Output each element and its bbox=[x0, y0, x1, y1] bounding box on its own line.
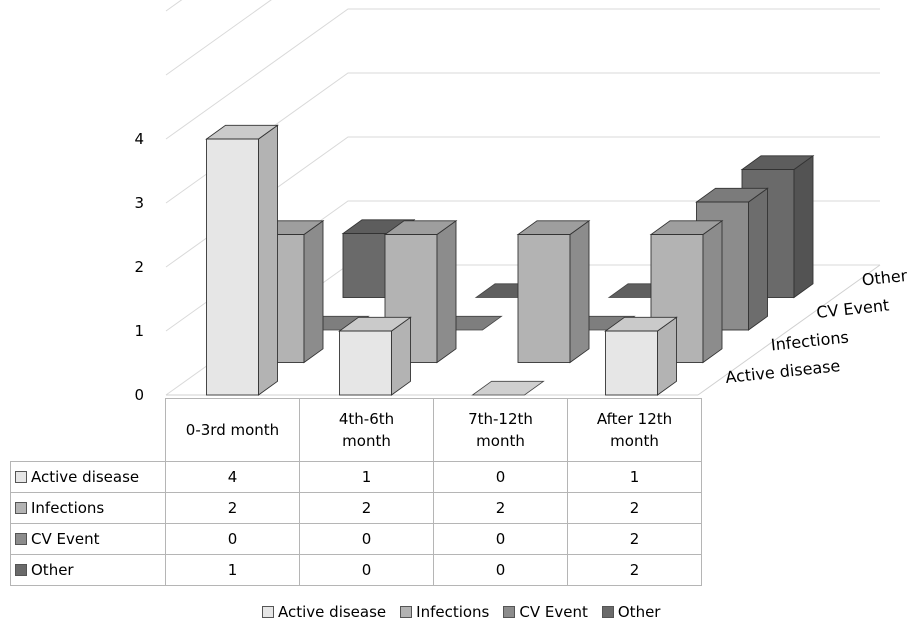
table-corner bbox=[11, 399, 166, 462]
table-cell-value: 2 bbox=[165, 492, 300, 524]
table-cell-value: 0 bbox=[433, 554, 568, 586]
table-cell-value: 2 bbox=[567, 523, 702, 555]
table-row-header: Active disease bbox=[10, 461, 166, 493]
table-cell-value: 0 bbox=[299, 554, 434, 586]
table-cell-value: 0 bbox=[299, 523, 434, 555]
bar bbox=[604, 316, 678, 396]
table-column-header: 7th-12th month bbox=[433, 398, 568, 462]
table-cell-value: 1 bbox=[567, 461, 702, 493]
table-cell-value: 0 bbox=[433, 523, 568, 555]
x-category-label: month bbox=[476, 432, 525, 450]
x-category-label: month bbox=[610, 432, 659, 450]
table-cell-value: 2 bbox=[433, 492, 568, 524]
legend-item: Other bbox=[601, 603, 661, 621]
table-cell-value: 2 bbox=[567, 554, 702, 586]
x-category-label: month bbox=[342, 432, 391, 450]
legend-swatch bbox=[601, 606, 614, 618]
depth-axis-label: Other bbox=[861, 266, 909, 290]
y-tick-label: 3 bbox=[134, 194, 144, 212]
x-category-label: After 12th bbox=[596, 410, 673, 428]
table-row-header: CV Event bbox=[10, 523, 166, 555]
table-cell-value: 0 bbox=[165, 523, 300, 555]
y-tick-label: 0 bbox=[134, 386, 144, 404]
depth-axis-label: Active disease bbox=[724, 356, 841, 387]
table-column-header: 0-3rd month bbox=[165, 398, 300, 462]
bar bbox=[205, 124, 279, 396]
table-column-header: 4th-6th month bbox=[299, 398, 434, 462]
data-table: 0-3rd month 4th-6th month 7th-12th month Afte… bbox=[10, 398, 702, 586]
bar bbox=[516, 219, 591, 364]
table-cell-value: 2 bbox=[567, 492, 702, 524]
table-row-header: Infections bbox=[10, 492, 166, 524]
bar bbox=[695, 187, 769, 331]
legend-swatch bbox=[503, 606, 516, 618]
legend-label: Infections bbox=[416, 603, 490, 621]
legend-item: CV Event bbox=[503, 603, 588, 621]
table-row-header: Other bbox=[10, 554, 166, 586]
series-name: CV Event bbox=[31, 530, 100, 548]
legend-label: Active disease bbox=[278, 603, 387, 621]
y-tick-label: 2 bbox=[134, 258, 144, 276]
table-row: Active disease 4 1 0 1 bbox=[10, 461, 702, 493]
floor-right-edge bbox=[697, 264, 881, 396]
y-axis-ticks: 0 1 2 3 4 bbox=[134, 130, 144, 404]
series-swatch bbox=[15, 471, 27, 483]
x-category-label: 0-3rd month bbox=[185, 421, 280, 439]
series-swatch bbox=[15, 533, 27, 545]
legend-swatch bbox=[400, 606, 413, 618]
table-row: Infections 2 2 2 2 bbox=[10, 492, 702, 524]
table-cell-value: 1 bbox=[299, 461, 434, 493]
y-tick-label: 4 bbox=[134, 130, 144, 148]
series-swatch bbox=[15, 564, 27, 576]
legend-label: CV Event bbox=[519, 603, 588, 621]
table-cell-value: 0 bbox=[433, 461, 568, 493]
bar bbox=[471, 380, 545, 396]
legend-label: Other bbox=[617, 603, 661, 621]
bar bbox=[338, 316, 412, 396]
table-cell-value: 4 bbox=[165, 461, 300, 493]
series-swatch bbox=[15, 502, 27, 514]
legend-item: Infections bbox=[400, 603, 489, 621]
table-cell-value: 1 bbox=[165, 554, 300, 586]
table-cell-value: 2 bbox=[299, 492, 434, 524]
table-row: CV Event 0 0 0 2 bbox=[10, 523, 702, 555]
depth-axis-label: CV Event bbox=[815, 295, 890, 322]
table-row: Other 1 0 0 2 bbox=[10, 554, 702, 586]
x-category-label: 7th-12th bbox=[468, 410, 533, 428]
legend-item: Active disease bbox=[262, 603, 386, 621]
series-name: Infections bbox=[31, 499, 105, 517]
bars bbox=[205, 124, 815, 396]
legend-swatch bbox=[262, 606, 274, 618]
table-column-header: After 12th month bbox=[567, 398, 702, 462]
series-name: Other bbox=[31, 561, 74, 579]
depth-axis-label: Infections bbox=[770, 327, 850, 354]
y-tick-label: 1 bbox=[134, 322, 144, 340]
gridline bbox=[165, 8, 880, 140]
gridline bbox=[165, 0, 272, 76]
x-category-label: 4th-6th bbox=[338, 410, 395, 428]
legend: Active disease Infections CV Event Other bbox=[262, 603, 674, 621]
series-name: Active disease bbox=[31, 468, 140, 486]
